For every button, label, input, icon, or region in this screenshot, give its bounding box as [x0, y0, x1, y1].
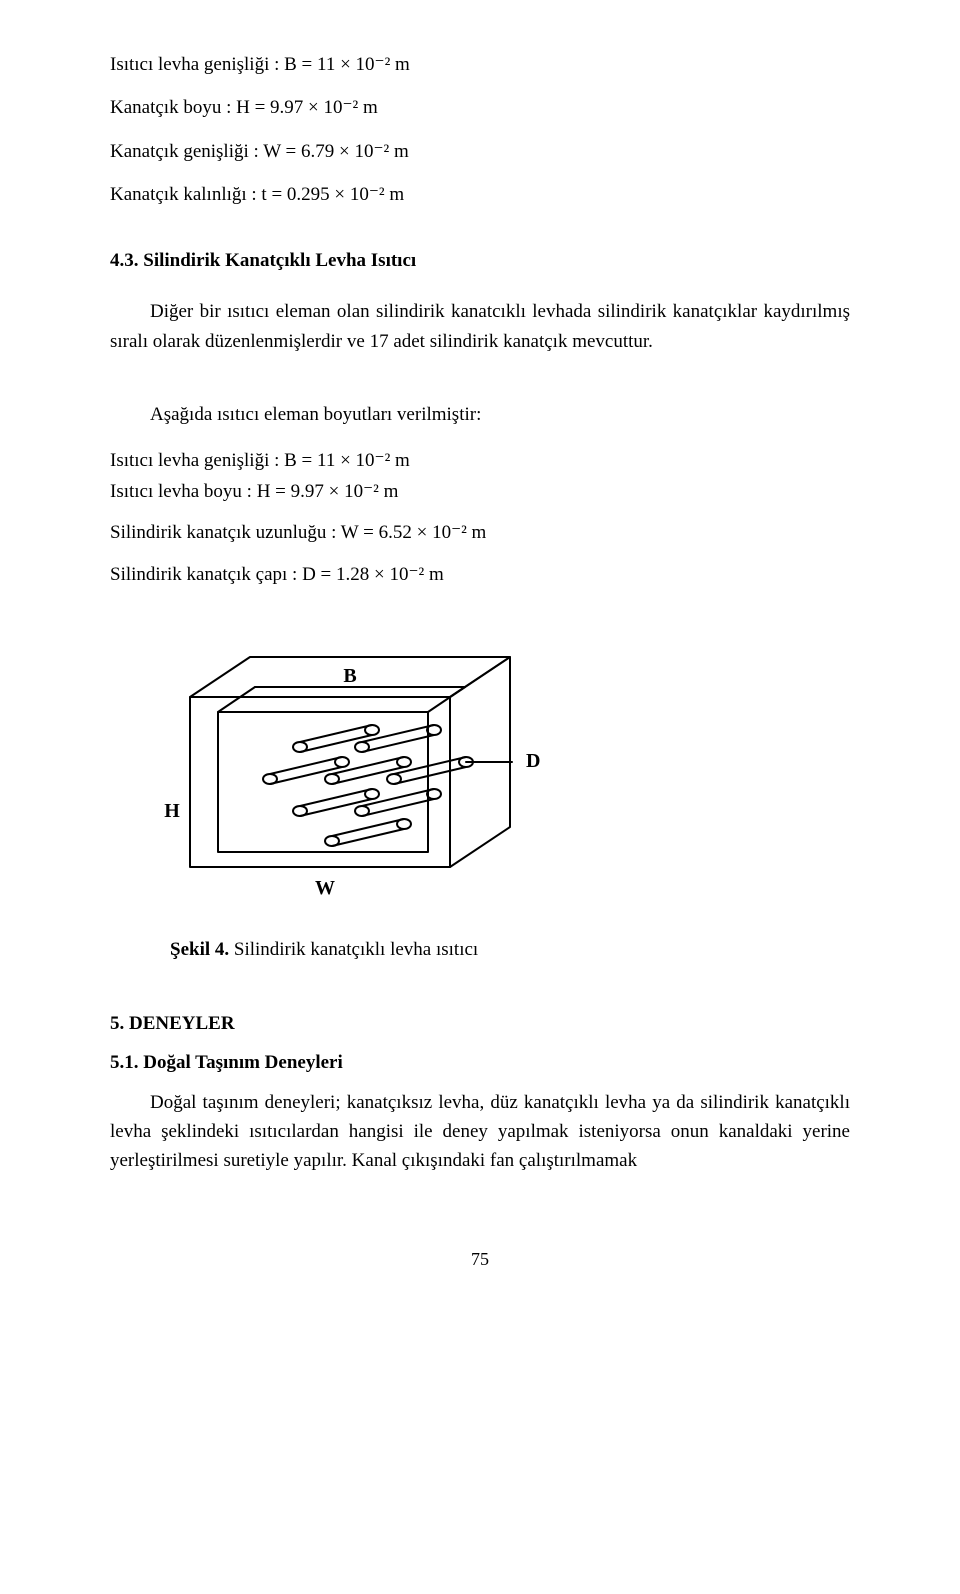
dim-line-3: Silindirik kanatçık uzunluğu : W = 6.52 …	[110, 518, 850, 547]
param-kan-genisligi: Kanatçık genişliği : W = 6.79 × 10⁻² m	[110, 137, 850, 166]
para-5-1: Doğal taşınım deneyleri; kanatçıksız lev…	[110, 1088, 850, 1176]
figure-4-caption-text: Silindirik kanatçıklı levha ısıtıcı	[229, 939, 478, 960]
dim-line-1: Isıtıcı levha genişliği : B = 11 × 10⁻² …	[110, 446, 850, 475]
page-number: 75	[110, 1246, 850, 1274]
figure-label-w: W	[315, 877, 335, 899]
dim-line-4: Silindirik kanatçık çapı : D = 1.28 × 10…	[110, 560, 850, 589]
figure-label-d: D	[526, 750, 540, 772]
figure-label-b: B	[343, 665, 356, 687]
figure-4-svg: B H W D	[110, 607, 570, 927]
heading-5: 5. DENEYLER	[110, 1009, 850, 1038]
figure-label-h: H	[164, 800, 180, 822]
param-kan-boyu: Kanatçık boyu : H = 9.97 × 10⁻² m	[110, 93, 850, 122]
figure-4-caption: Şekil 4. Silindirik kanatçıklı levha ısı…	[110, 935, 850, 964]
param-kan-kalinligi: Kanatçık kalınlığı : t = 0.295 × 10⁻² m	[110, 180, 850, 209]
dim-line-2: Isıtıcı levha boyu : H = 9.97 × 10⁻² m	[110, 477, 850, 506]
param-levha-genisligi: Isıtıcı levha genişliği : B = 11 × 10⁻² …	[110, 50, 850, 79]
heading-4-3: 4.3. Silindirik Kanatçıklı Levha Isıtıcı	[110, 250, 416, 271]
figure-4: B H W D	[110, 607, 850, 927]
heading-5-1: 5.1. Doğal Taşınım Deneyleri	[110, 1048, 850, 1077]
para-4-3: Diğer bir ısıtıcı eleman olan silindirik…	[110, 297, 850, 356]
figure-4-label: Şekil 4.	[170, 939, 229, 960]
dims-intro: Aşağıda ısıtıcı eleman boyutları verilmi…	[110, 400, 850, 429]
